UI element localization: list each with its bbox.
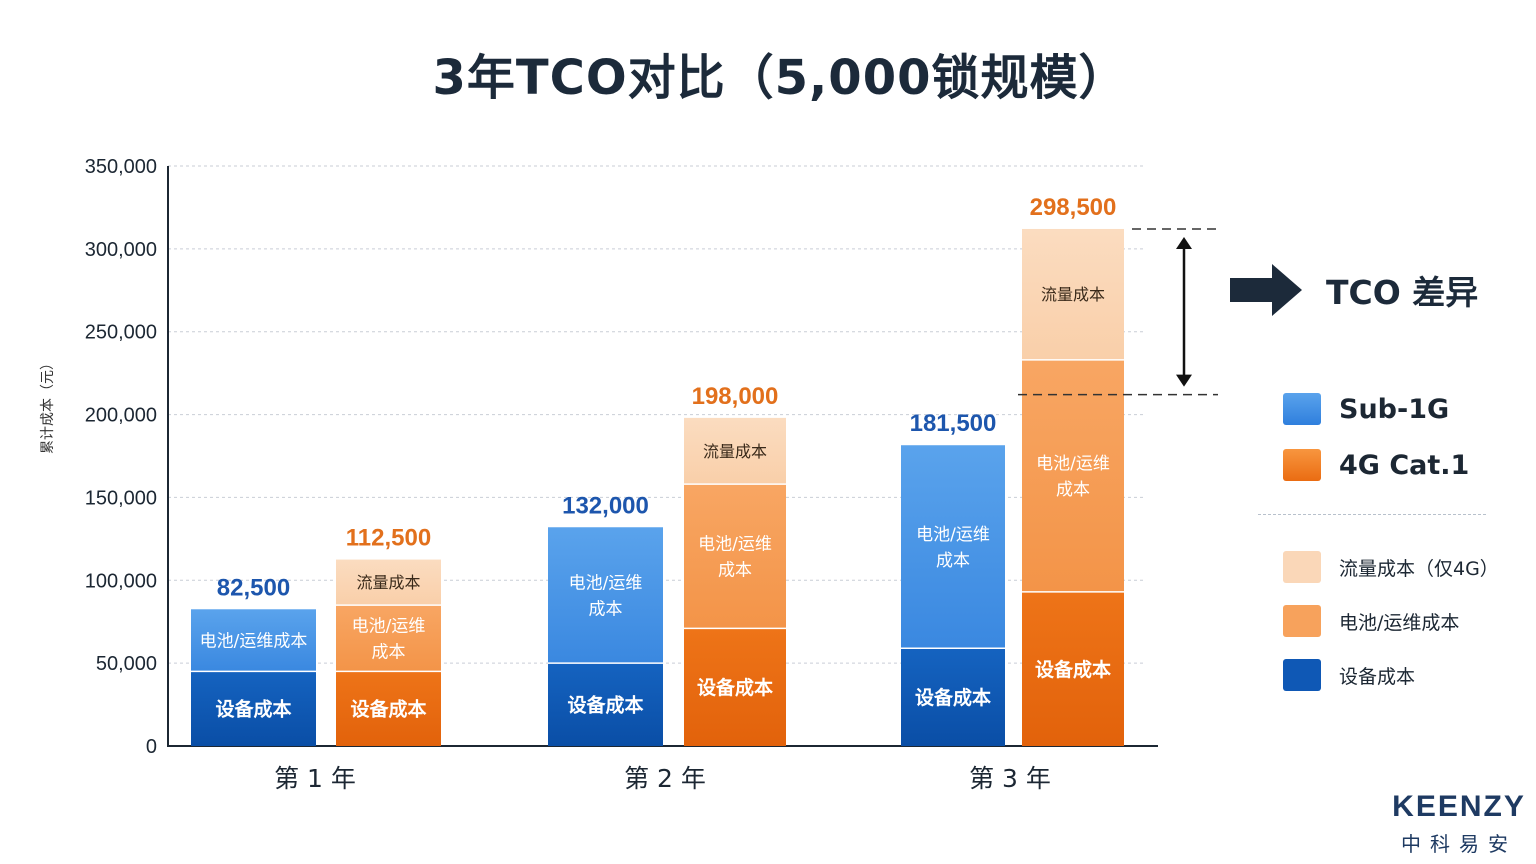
bar-segment-label: 设备成本: [350, 698, 426, 721]
legend-swatch-device: [1283, 659, 1321, 691]
legend-item-sub1g: Sub-1G: [1283, 393, 1449, 425]
bar-segment-label: 成本: [936, 551, 970, 571]
bar-segment: [548, 527, 663, 664]
bar-segment-label: 成本: [1056, 480, 1090, 500]
bar-total-label: 198,000: [692, 383, 779, 410]
bar-segment: [336, 605, 441, 672]
arrow-up-icon: [1176, 236, 1192, 249]
y-tick-label: 50,000: [96, 653, 157, 675]
bar-total-label: 132,000: [562, 492, 649, 519]
bar-segment-label: 成本: [589, 599, 623, 619]
y-tick-label: 100,000: [85, 570, 157, 592]
bar-total-label: 82,500: [217, 574, 290, 601]
bar-segment-label: 电池/运维: [1036, 454, 1110, 474]
bar-segment-label: 流量成本: [703, 442, 767, 461]
tco-difference-callout: TCO 差异: [1228, 262, 1478, 318]
bar-segment: [191, 671, 316, 746]
bar-total-label: 181,500: [910, 410, 997, 437]
y-axis-title: 累计成本（元）: [40, 356, 56, 454]
y-tick-label: 300,000: [85, 239, 157, 261]
tco-difference-label: TCO 差异: [1326, 273, 1479, 312]
bar-segment: [901, 648, 1005, 746]
bar-segment-label: 电池/运维: [916, 525, 990, 545]
brand-subtitle: 中科易安: [1401, 832, 1517, 856]
bar-segment-label: 电池/运维: [698, 534, 772, 554]
x-category-label: 第 2 年: [624, 764, 706, 793]
bar-segment-label: 成本: [718, 560, 752, 580]
brand-logo: KEENZY 中科易安: [1384, 790, 1534, 857]
bar-segment: [1022, 359, 1124, 592]
legend-item-traffic: 流量成本（仅4G）: [1283, 551, 1499, 583]
bar-segment-label: 设备成本: [915, 686, 991, 709]
x-category-label: 第 3 年: [969, 764, 1051, 793]
bar-segment: [684, 628, 786, 746]
bar-segment-label: 电池/运维成本: [200, 631, 308, 651]
bar-segment: [191, 609, 316, 672]
bar-segment: [684, 417, 786, 485]
right-arrow-icon: [1230, 264, 1302, 316]
bar-total-label: 298,500: [1030, 194, 1117, 221]
bar-segment: [1022, 591, 1124, 746]
y-tick-label: 150,000: [85, 487, 157, 509]
y-tick-label: 200,000: [85, 405, 157, 427]
legend-item-device: 设备成本: [1283, 659, 1415, 691]
y-tick-label: 350,000: [85, 156, 157, 178]
bar-segment-label: 电池/运维: [352, 616, 426, 636]
legend-item-4g: 4G Cat.1: [1283, 449, 1469, 481]
legend-swatch-battery: [1283, 605, 1321, 637]
bar-segment-label: 成本: [372, 642, 406, 662]
bar-segment: [336, 671, 441, 746]
bar-segment-label: 设备成本: [697, 676, 773, 699]
bar-segment: [1022, 228, 1124, 360]
legend-swatch-4g: [1283, 449, 1321, 481]
legend-label-battery: 电池/运维成本: [1339, 611, 1460, 634]
legend-label-4g: 4G Cat.1: [1339, 449, 1470, 481]
legend-item-battery: 电池/运维成本: [1283, 605, 1459, 637]
arrow-down-icon: [1176, 374, 1192, 387]
legend-label-device: 设备成本: [1339, 665, 1416, 688]
chart-title: 3年TCO对比（5,000锁规模）: [432, 50, 1128, 106]
bar-segment: [684, 484, 786, 629]
bar-total-label: 112,500: [346, 525, 431, 552]
bar-segment: [901, 445, 1005, 649]
legend-divider: [1258, 514, 1486, 515]
y-tick-label: 0: [146, 736, 157, 758]
bar-segment-label: 流量成本: [1041, 285, 1105, 304]
bar-segment: [336, 559, 441, 606]
bar-segment-label: 流量成本: [356, 573, 420, 592]
legend-swatch-traffic: [1283, 551, 1321, 583]
x-category-label: 第 1 年: [274, 764, 356, 793]
bar-segment-label: 设备成本: [215, 698, 291, 721]
bar-segment-label: 设备成本: [567, 693, 643, 716]
legend-label-traffic: 流量成本（仅4G）: [1339, 557, 1499, 580]
bar-segment-label: 设备成本: [1035, 658, 1111, 681]
legend-label-sub1g: Sub-1G: [1339, 393, 1450, 425]
bar-segment: [548, 663, 663, 746]
y-tick-label: 250,000: [85, 322, 157, 344]
brand-name: KEENZY: [1392, 790, 1526, 823]
legend-swatch-sub1g: [1283, 393, 1321, 425]
bar-segment-label: 电池/运维: [569, 573, 643, 593]
